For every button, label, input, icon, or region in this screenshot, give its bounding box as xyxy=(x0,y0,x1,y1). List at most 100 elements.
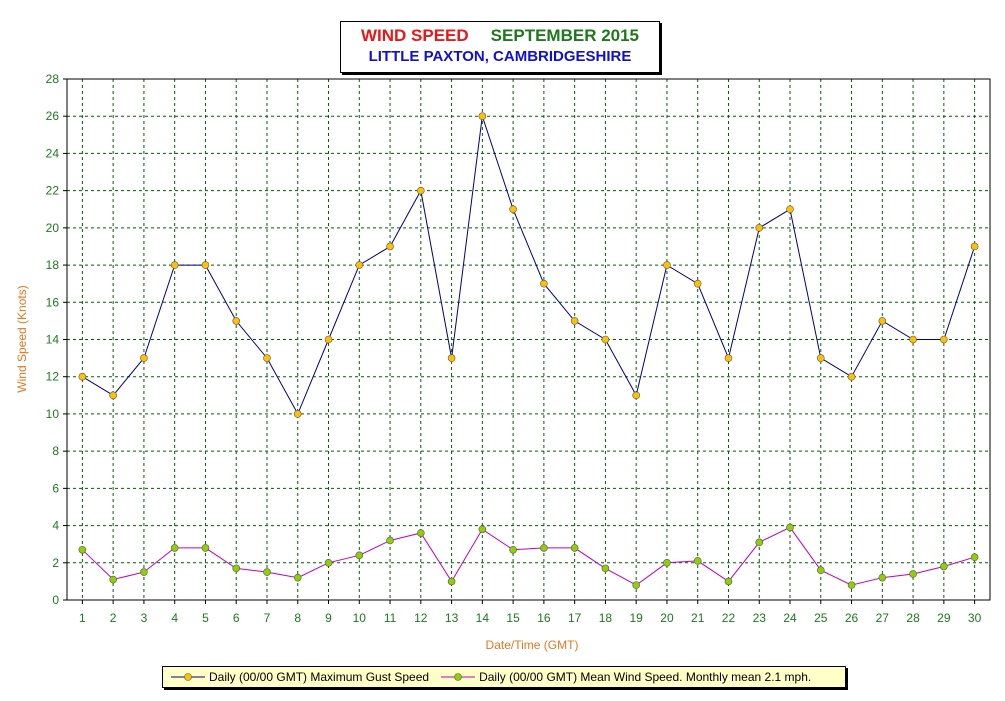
x-tick-label: 1 xyxy=(79,611,86,625)
chart-legend: Daily (00/00 GMT) Maximum Gust Speed Dai… xyxy=(162,666,846,688)
data-point-gust xyxy=(570,317,579,325)
x-tick-label: 28 xyxy=(906,611,920,625)
data-point-mean xyxy=(232,564,241,573)
data-point-gust xyxy=(78,372,87,381)
legend-label-gust: Daily (00/00 GMT) Maximum Gust Speed xyxy=(209,670,430,684)
data-point-mean xyxy=(417,529,425,537)
data-point-mean xyxy=(693,557,702,565)
data-point-gust xyxy=(447,354,456,362)
x-tick-label: 21 xyxy=(691,611,705,625)
data-point-gust xyxy=(355,261,364,269)
legend-label-mean: Daily (00/00 GMT) Mean Wind Speed. Month… xyxy=(479,670,812,684)
y-axis-title: Wind Speed (Knots) xyxy=(15,285,29,392)
series-line-mean xyxy=(82,526,975,586)
data-point-gust xyxy=(417,186,425,195)
y-tick-label: 28 xyxy=(46,72,60,86)
y-tick-label: 0 xyxy=(52,593,59,607)
data-point-mean xyxy=(632,581,640,589)
data-point-gust xyxy=(170,261,179,269)
data-point-mean xyxy=(724,577,733,586)
y-tick-label: 22 xyxy=(46,184,60,198)
x-tick-label: 14 xyxy=(476,611,490,625)
x-tick-label: 26 xyxy=(845,611,859,625)
data-point-gust xyxy=(847,372,856,381)
x-tick-label: 5 xyxy=(202,611,209,625)
x-tick-label: 9 xyxy=(325,611,332,625)
x-tick-label: 6 xyxy=(233,611,240,625)
x-tick-label: 27 xyxy=(876,611,890,625)
x-tick-label: 23 xyxy=(753,611,767,625)
x-tick-label: 16 xyxy=(537,611,551,625)
data-point-gust xyxy=(632,391,640,400)
data-point-mean xyxy=(447,577,456,586)
data-point-gust xyxy=(755,224,764,232)
y-tick-label: 24 xyxy=(46,146,60,160)
data-point-mean xyxy=(78,545,87,554)
data-point-mean xyxy=(478,525,487,534)
data-point-gust xyxy=(509,205,517,214)
x-tick-label: 11 xyxy=(384,611,397,625)
x-tick-label: 4 xyxy=(171,611,178,625)
data-point-mean xyxy=(170,544,179,552)
x-tick-label: 7 xyxy=(264,611,271,625)
y-tick-label: 20 xyxy=(46,221,60,235)
data-point-gust xyxy=(478,112,487,121)
x-tick-label: 8 xyxy=(294,611,301,625)
data-point-mean xyxy=(324,558,333,567)
x-tick-label: 2 xyxy=(110,611,117,625)
y-tick-label: 14 xyxy=(46,333,60,347)
x-tick-label: 29 xyxy=(937,611,951,625)
data-point-mean xyxy=(355,551,364,560)
y-tick-label: 18 xyxy=(46,258,60,272)
x-tick-label: 19 xyxy=(630,611,644,625)
y-tick-label: 2 xyxy=(52,556,59,570)
data-point-gust xyxy=(324,335,333,344)
data-point-gust xyxy=(693,279,702,288)
data-point-mean xyxy=(878,573,887,582)
data-point-gust xyxy=(940,335,948,344)
legend-item-mean: Daily (00/00 GMT) Mean Wind Speed. Month… xyxy=(441,670,811,684)
data-point-gust xyxy=(970,242,979,251)
data-point-mean xyxy=(140,568,148,576)
data-point-mean xyxy=(940,562,948,571)
x-tick-label: 22 xyxy=(722,611,736,625)
y-tick-label: 6 xyxy=(52,481,59,495)
x-tick-label: 3 xyxy=(141,611,148,625)
data-point-mean xyxy=(293,573,302,582)
data-point-gust xyxy=(663,261,671,269)
data-point-mean xyxy=(816,566,825,575)
x-tick-label: 10 xyxy=(353,611,367,625)
legend-item-gust: Daily (00/00 GMT) Maximum Gust Speed xyxy=(171,670,429,684)
data-point-gust xyxy=(909,335,917,344)
data-point-mean xyxy=(509,545,517,554)
data-point-gust xyxy=(232,317,241,325)
data-point-mean xyxy=(663,558,671,567)
chart-title-period: SEPTEMBER 2015 xyxy=(490,26,640,45)
data-point-gust xyxy=(816,354,825,362)
y-tick-label: 26 xyxy=(46,109,60,123)
data-point-gust xyxy=(263,354,271,362)
series-line-gust xyxy=(82,116,976,416)
x-tick-label: 13 xyxy=(445,611,459,625)
chart-title-main: WIND SPEED xyxy=(360,26,469,45)
x-tick-label: 30 xyxy=(968,611,982,625)
legend-swatch-mean xyxy=(441,673,476,681)
data-point-mean xyxy=(786,523,794,532)
data-point-gust xyxy=(786,205,794,214)
y-tick-label: 8 xyxy=(52,444,59,458)
x-axis-title: Date/Time (GMT) xyxy=(486,638,579,652)
data-point-gust xyxy=(724,354,733,362)
data-point-gust xyxy=(386,242,394,251)
x-tick-label: 24 xyxy=(783,611,797,625)
data-point-mean xyxy=(109,575,117,584)
series-lines xyxy=(78,112,979,589)
data-point-mean xyxy=(263,568,271,576)
data-point-gust xyxy=(601,335,610,344)
chart-title-box: WIND SPEED SEPTEMBER 2015 LITTLE PAXTON, … xyxy=(340,21,660,73)
data-point-gust xyxy=(201,261,210,269)
data-point-mean xyxy=(570,544,579,552)
x-tick-label: 25 xyxy=(814,611,828,625)
data-point-mean xyxy=(540,544,548,552)
